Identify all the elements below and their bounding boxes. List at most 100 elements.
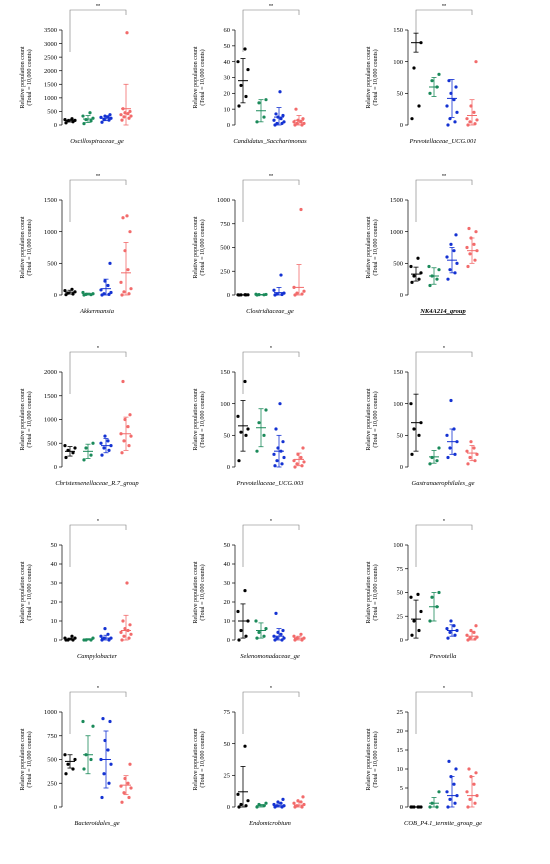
data-point — [244, 634, 248, 638]
data-point — [274, 611, 278, 616]
data-point — [262, 433, 266, 437]
data-point — [437, 72, 441, 76]
data-point — [119, 280, 123, 284]
data-point — [108, 719, 112, 724]
data-point — [473, 258, 477, 262]
data-point — [262, 634, 266, 638]
y-tick-label: 1000 — [44, 417, 57, 424]
data-point — [448, 630, 452, 635]
y-tick-label: 15 — [397, 747, 404, 754]
data-point — [299, 120, 303, 124]
data-point — [84, 446, 88, 450]
chart-title: Akkermansia — [79, 308, 114, 315]
data-point — [293, 293, 297, 297]
data-point — [445, 255, 449, 259]
significance-label: * — [443, 686, 446, 692]
data-point — [468, 455, 472, 460]
y-tick-label: 0 — [227, 122, 230, 129]
group-1 — [236, 744, 250, 809]
data-point — [275, 121, 279, 126]
data-point — [119, 113, 123, 117]
chart-title: Bacteroidales_ge — [74, 820, 119, 827]
data-point — [302, 289, 306, 293]
data-point — [300, 464, 304, 468]
data-point — [435, 277, 439, 281]
data-point — [125, 31, 129, 35]
chart-title: Oscillospiraceae_ge — [70, 138, 124, 145]
y-tick-label: 100 — [393, 542, 403, 549]
data-point — [257, 101, 261, 105]
data-point — [119, 630, 123, 635]
group-1 — [409, 592, 423, 639]
y-axis-label: Relative population count(Total = 10,000… — [193, 561, 206, 623]
chart-13: 0 250 500 750 1000 Relative population count(… — [20, 686, 133, 827]
data-point — [278, 402, 282, 406]
chart-6: 0 500 1000 1500 Relative population count(To… — [366, 174, 479, 315]
data-point — [70, 117, 74, 121]
data-point — [282, 120, 286, 124]
y-tick-label: 0 — [54, 637, 57, 644]
group-4 — [292, 632, 306, 642]
data-point — [243, 379, 247, 384]
data-point — [280, 462, 284, 466]
group-3 — [272, 90, 286, 127]
data-point — [281, 113, 285, 118]
significance-label: ** — [269, 174, 274, 180]
chart-7: 0 500 1000 1500 2000 Relative population coun… — [20, 346, 139, 487]
group-2 — [82, 636, 95, 642]
data-point — [128, 413, 132, 417]
y-axis-label: Relative population count(Total = 10,000… — [20, 561, 33, 623]
y-tick-label: 30 — [224, 580, 231, 587]
y-axis-label: Relative population count(Total = 10,000… — [366, 388, 379, 450]
y-tick-label: 10 — [397, 766, 404, 773]
y-tick-label: 30 — [224, 75, 231, 82]
chart-5: 0 250 500 750 1000 Relative population count(… — [193, 174, 306, 315]
data-point — [453, 452, 457, 456]
significance-label: ** — [442, 174, 447, 180]
data-point — [416, 592, 420, 597]
data-point — [244, 433, 248, 437]
data-point — [409, 595, 413, 599]
data-point — [454, 767, 458, 771]
group-3 — [445, 398, 459, 460]
y-tick-label: 20 — [397, 728, 404, 735]
data-point — [473, 459, 477, 463]
group-4 — [465, 767, 479, 809]
y-tick-label: 1500 — [44, 393, 57, 400]
data-point — [100, 795, 104, 800]
chart-title: Christensenellaceae_R.7_group — [55, 480, 139, 487]
group-2 — [255, 98, 268, 124]
data-point — [293, 638, 297, 642]
significance-bracket — [242, 524, 300, 567]
data-point — [437, 790, 441, 794]
data-point — [447, 759, 451, 764]
y-tick-label: 30 — [51, 580, 58, 587]
data-point — [430, 79, 434, 83]
y-tick-label: 0 — [400, 804, 403, 811]
chart-15: 0 5 10 15 20 25 Relative population count(Tota… — [366, 686, 482, 827]
data-point — [467, 767, 471, 771]
y-tick-label: 750 — [220, 221, 230, 228]
data-point — [84, 117, 88, 122]
data-point — [107, 638, 111, 642]
data-point — [430, 595, 434, 599]
group-1 — [410, 32, 423, 121]
data-point — [472, 110, 476, 114]
group-3 — [99, 113, 113, 124]
data-point — [449, 398, 453, 403]
chart-1: 0 500 1000 1500 2000 2500 3000 3500 Relative pop… — [20, 4, 133, 145]
data-point — [417, 277, 421, 281]
group-1 — [236, 379, 250, 463]
significance-bracket — [415, 179, 473, 222]
y-tick-label: 50 — [397, 433, 404, 440]
data-point — [237, 638, 241, 642]
data-point — [120, 118, 124, 122]
group-3 — [445, 233, 459, 281]
y-axis-label: Relative population count(Total = 10,000… — [366, 216, 379, 278]
data-point — [468, 797, 472, 802]
y-tick-label: 25 — [397, 709, 404, 716]
data-point — [299, 207, 303, 212]
data-point — [448, 797, 452, 802]
data-point — [129, 287, 133, 291]
group-4 — [119, 31, 133, 126]
